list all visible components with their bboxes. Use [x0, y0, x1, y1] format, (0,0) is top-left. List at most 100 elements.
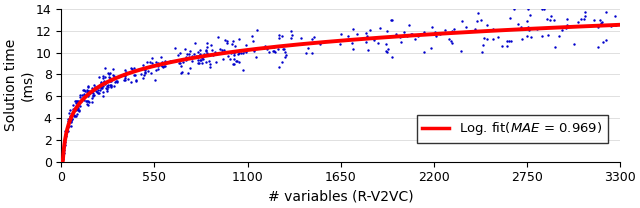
Point [516, 25, 527, 29]
Point [60, 129, 70, 133]
Point [576, 17, 586, 20]
Point [457, 20, 467, 23]
Point [230, 49, 241, 53]
Point [194, 61, 204, 64]
Point [610, 14, 620, 18]
Point [92, 87, 102, 90]
Point [404, 23, 414, 26]
Point [65, 120, 76, 124]
Point [83, 86, 93, 89]
Point [65, 115, 75, 118]
Point [611, 23, 621, 26]
Point [259, 47, 269, 50]
Point [228, 51, 239, 54]
Point [70, 106, 80, 110]
Point [60, 136, 70, 140]
Point [75, 95, 85, 98]
Point [506, 39, 516, 42]
Point [173, 53, 184, 57]
Point [74, 100, 84, 103]
Point [89, 93, 99, 96]
Point [99, 79, 109, 83]
Point [196, 58, 206, 62]
Point [156, 64, 166, 67]
Point [193, 50, 203, 53]
Point [177, 65, 187, 68]
Point [598, 41, 608, 44]
Point [157, 61, 167, 64]
Point [173, 61, 184, 64]
Point [522, 19, 532, 22]
Point [84, 100, 94, 103]
Point [66, 118, 76, 121]
Point [195, 48, 205, 52]
Point [248, 39, 258, 43]
Point [493, 36, 503, 39]
Point [59, 151, 69, 154]
Point [410, 37, 420, 41]
Point [100, 86, 111, 89]
Point [67, 117, 77, 121]
Point [395, 36, 405, 39]
Point [139, 67, 149, 71]
Point [109, 74, 120, 78]
Point [98, 84, 108, 87]
Point [362, 34, 372, 37]
Point [196, 57, 207, 60]
Point [502, 44, 512, 47]
Point [85, 91, 95, 94]
Point [199, 52, 209, 55]
Point [175, 61, 186, 64]
Point [276, 35, 287, 38]
Point [231, 59, 241, 62]
Point [479, 36, 489, 40]
Point [335, 42, 345, 46]
Point [78, 88, 88, 91]
Point [120, 76, 130, 79]
Point [205, 66, 216, 69]
Point [382, 30, 392, 33]
Point [228, 57, 239, 61]
Point [60, 144, 70, 147]
Point [97, 94, 108, 98]
Point [373, 41, 383, 44]
Point [381, 49, 391, 52]
Point [399, 30, 409, 34]
Point [90, 85, 100, 88]
Point [159, 59, 170, 63]
Point [140, 66, 150, 70]
Point [177, 70, 188, 73]
Point [286, 36, 296, 39]
Point [580, 14, 590, 17]
Point [73, 104, 83, 108]
Point [606, 24, 616, 27]
Point [72, 113, 82, 116]
Point [67, 125, 77, 128]
Point [88, 94, 98, 97]
Point [79, 93, 90, 97]
Point [84, 90, 95, 93]
Point [351, 32, 362, 35]
Point [65, 108, 76, 111]
Point [63, 126, 73, 129]
Point [165, 59, 175, 62]
Point [139, 74, 149, 77]
Point [477, 44, 488, 47]
Point [488, 38, 499, 41]
Point [96, 86, 106, 89]
Point [112, 80, 122, 84]
Point [58, 159, 68, 162]
Point [134, 67, 144, 70]
Point [227, 42, 237, 46]
Point [127, 68, 137, 71]
Point [87, 90, 97, 93]
Point [111, 79, 122, 82]
Point [252, 47, 262, 50]
Point [104, 79, 115, 82]
Point [596, 20, 607, 24]
Point [138, 64, 148, 67]
Point [104, 72, 115, 75]
Point [580, 11, 590, 14]
Point [158, 65, 168, 68]
Point [112, 79, 122, 82]
